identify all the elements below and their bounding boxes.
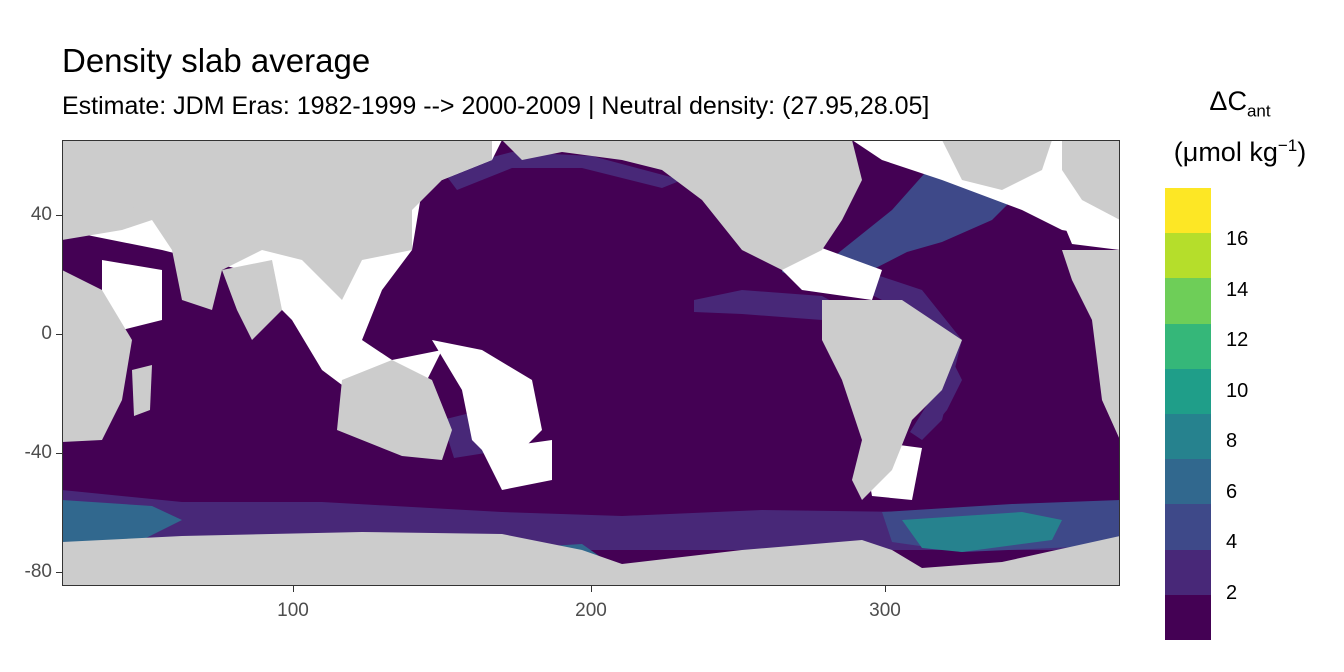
legend-colorbar (1165, 188, 1211, 641)
north-atlantic-band-inner (832, 260, 962, 440)
legend-label: 8 (1226, 430, 1238, 452)
south-america-land (822, 300, 962, 500)
equatorial-pacific-band (694, 290, 852, 320)
antarctica-land (62, 532, 1120, 586)
north-america-land (502, 140, 862, 270)
y-tick-label: 40 (30, 204, 52, 225)
x-tick (591, 586, 592, 592)
legend-swatch (1165, 549, 1211, 596)
legend-unit-close: ) (1297, 137, 1307, 167)
legend-title-sub: ant (1246, 101, 1271, 121)
legend-unit-sup: −1 (1277, 136, 1298, 155)
legend-title-main: ΔC (1209, 86, 1247, 116)
land (62, 140, 1120, 586)
no-data-north-atlantic (852, 140, 1120, 240)
chart-subtitle: Estimate: JDM Eras: 1982-1999 --> 2000-2… (62, 92, 930, 120)
weddell-patch (902, 512, 1062, 552)
north-pacific-band (442, 152, 682, 190)
y-tick (56, 215, 62, 216)
greenland-land (942, 140, 1052, 190)
legend-label: 2 (1226, 582, 1238, 604)
legend-swatch (1165, 233, 1211, 279)
legend-swatch (1165, 594, 1211, 641)
legend-label: 14 (1226, 279, 1249, 301)
australia-land (337, 360, 452, 460)
y-tick (56, 572, 62, 573)
legend-unit-open: (μmol kg (1173, 137, 1278, 167)
x-tick-label: 100 (277, 600, 309, 621)
legend-label: 10 (1226, 380, 1249, 402)
eurasia-land (102, 140, 492, 310)
legend-swatch (1165, 278, 1211, 325)
europe-land (1062, 140, 1120, 220)
indian-southern-patch (62, 500, 182, 542)
legend-swatch (1165, 368, 1211, 415)
no-data-regions (62, 140, 1120, 500)
legend-swatch (1165, 323, 1211, 370)
india-land (222, 260, 282, 340)
legend-swatch (1165, 414, 1211, 460)
no-data-new-zealand (482, 440, 552, 490)
legend-swatch (1165, 459, 1211, 505)
no-data-indian-west (102, 260, 162, 330)
x-tick-label: 200 (575, 600, 607, 621)
map-panel (62, 140, 1120, 586)
legend-unit: (μmol kg−1) (1162, 136, 1318, 168)
legend-swatch (1165, 188, 1211, 234)
map-svg (62, 140, 1120, 586)
x-tick (293, 586, 294, 592)
legend-label: 6 (1226, 481, 1238, 503)
x-tick (885, 586, 886, 592)
y-tick-label: 0 (41, 323, 52, 344)
legend-label: 12 (1226, 329, 1249, 351)
y-tick (56, 334, 62, 335)
legend-label: 16 (1226, 228, 1249, 250)
legend-title: ΔCant (1162, 86, 1318, 121)
west-africa-land (1062, 250, 1120, 440)
y-tick-label: -40 (24, 442, 52, 463)
y-tick-label: -80 (24, 561, 52, 582)
y-tick (56, 453, 62, 454)
no-data-west-pacific-islands (432, 340, 542, 470)
x-tick-label: 300 (869, 600, 901, 621)
legend-swatch (1165, 504, 1211, 551)
africa-west-land (62, 140, 202, 442)
legend-label: 4 (1226, 531, 1238, 553)
chart-title: Density slab average (62, 42, 371, 79)
madagascar-land (132, 365, 152, 416)
no-data-med (1062, 218, 1120, 250)
